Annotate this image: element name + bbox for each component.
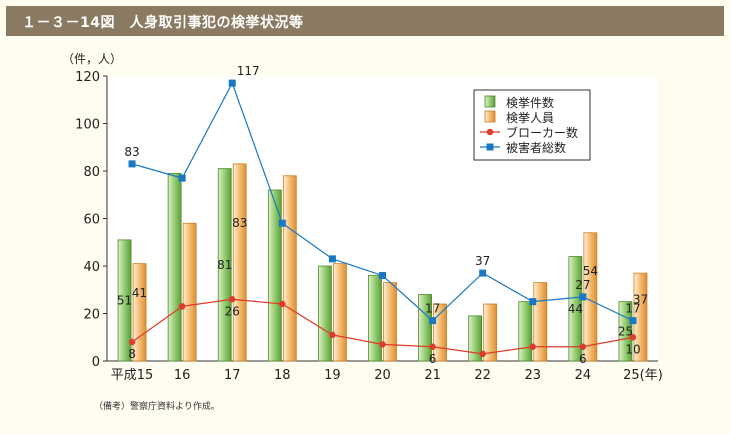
x-tick-label: 16 xyxy=(174,368,191,383)
bar-cases xyxy=(217,168,232,362)
x-tick-label: 25(年) xyxy=(623,368,663,383)
legend-marker xyxy=(486,128,494,136)
x-tick-label: 24 xyxy=(575,368,592,383)
legend-label: 検挙人員 xyxy=(506,111,554,125)
victims-point xyxy=(379,272,386,279)
broker-point xyxy=(429,343,436,350)
bar-persons xyxy=(533,282,548,362)
bar-cases xyxy=(568,256,583,362)
data-label: 51 xyxy=(117,293,132,307)
title-bar: １－３－14図 人身取引事犯の検挙状況等 xyxy=(6,6,724,36)
legend-label: 検挙件数 xyxy=(506,95,554,110)
broker-point xyxy=(229,296,236,303)
data-label: 8 xyxy=(128,347,136,361)
data-label: 17 xyxy=(425,302,440,316)
page-title: １－３－14図 人身取引事犯の検挙状況等 xyxy=(22,15,304,31)
data-label: 54 xyxy=(583,264,598,278)
bar-cases xyxy=(318,265,332,362)
x-tick-label: 20 xyxy=(374,368,391,383)
data-label: 37 xyxy=(633,292,648,306)
y-tick-label: 100 xyxy=(75,118,100,133)
victims-point xyxy=(228,79,236,87)
broker-point xyxy=(629,334,637,341)
bar-persons xyxy=(282,175,297,362)
x-tick-label: 19 xyxy=(324,368,341,383)
bar-persons xyxy=(383,282,397,362)
victims-point xyxy=(328,255,336,263)
broker-point xyxy=(128,338,136,346)
y-tick-label: 120 xyxy=(75,70,100,85)
y-tick-label: 60 xyxy=(83,213,100,228)
broker-point xyxy=(178,303,186,310)
bar-persons xyxy=(633,272,648,362)
data-label: 81 xyxy=(217,258,232,272)
data-label: 6 xyxy=(429,352,437,366)
broker-point xyxy=(479,350,486,358)
bar-cases xyxy=(167,172,182,362)
x-tick-label: 18 xyxy=(274,368,291,383)
data-label: 83 xyxy=(124,145,139,159)
bar-persons xyxy=(182,222,197,362)
y-tick-label: 20 xyxy=(83,308,100,323)
x-tick-label: 22 xyxy=(474,368,491,383)
legend-swatch xyxy=(484,110,496,123)
data-label: 25 xyxy=(618,324,633,338)
data-label: 37 xyxy=(475,254,490,268)
victims-point xyxy=(429,317,437,325)
legend-label: ブローカー数 xyxy=(506,125,578,140)
y-tick-label: 40 xyxy=(83,260,100,275)
victims-point xyxy=(579,293,587,301)
data-label: 10 xyxy=(625,342,640,356)
x-tick-label: 平成15 xyxy=(111,368,154,383)
broker-point xyxy=(579,343,587,350)
data-label: 26 xyxy=(225,304,240,318)
bar-cases xyxy=(368,275,382,362)
victims-point xyxy=(529,298,537,306)
data-label: 6 xyxy=(579,352,587,366)
y-tick-label: 80 xyxy=(83,165,100,180)
source-note: （備考）警察庁資料より作成。 xyxy=(94,402,220,412)
broker-point xyxy=(379,341,386,348)
victims-point xyxy=(128,160,136,168)
bar-cases xyxy=(518,301,533,362)
legend-swatch xyxy=(484,95,496,108)
broker-point xyxy=(279,300,286,308)
victims-point xyxy=(178,174,186,182)
victims-point xyxy=(629,317,637,325)
x-tick-label: 21 xyxy=(424,368,441,383)
bar-cases xyxy=(468,315,483,362)
bar-persons xyxy=(132,263,147,362)
y-unit-label: （件，人） xyxy=(62,52,122,66)
x-tick-label: 23 xyxy=(524,368,541,383)
legend-label: 被害者総数 xyxy=(506,140,566,155)
broker-point xyxy=(529,343,536,350)
bar-cases xyxy=(117,239,132,362)
bar-persons xyxy=(232,163,247,362)
x-tick-label: 17 xyxy=(224,368,241,383)
broker-point xyxy=(329,331,336,339)
data-label: 44 xyxy=(568,302,583,316)
data-label: 83 xyxy=(232,216,247,230)
bar-cases xyxy=(618,301,633,362)
bar-cases xyxy=(267,189,282,362)
data-label: 17 xyxy=(625,302,640,316)
data-label: 27 xyxy=(575,278,590,292)
data-label: 117 xyxy=(237,64,260,78)
bar-persons xyxy=(333,263,347,362)
victims-point xyxy=(278,219,286,227)
data-label: 41 xyxy=(132,286,147,300)
y-tick-label: 0 xyxy=(92,355,100,370)
bar-persons xyxy=(483,303,498,362)
victims-point xyxy=(479,269,487,277)
legend-marker xyxy=(486,143,494,151)
